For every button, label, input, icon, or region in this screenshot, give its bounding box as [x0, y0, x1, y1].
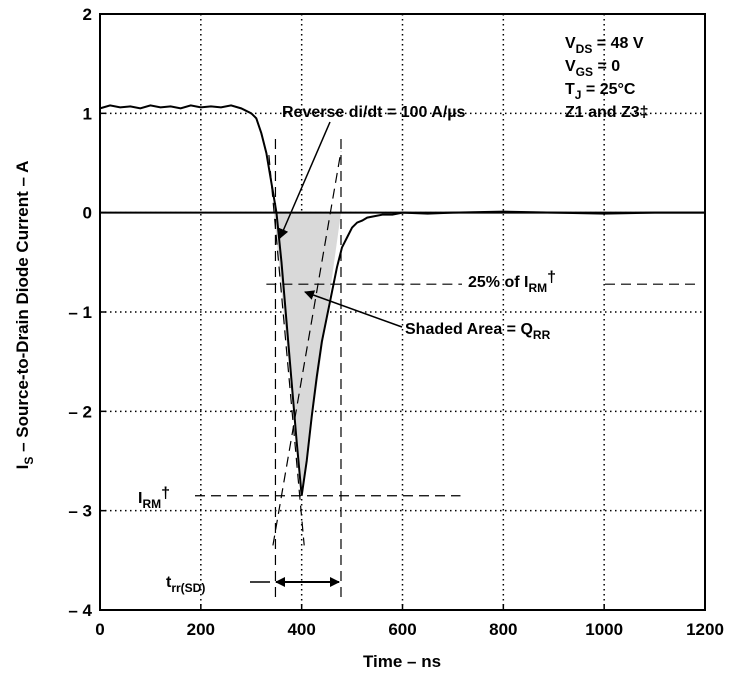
x-tick-label: 1200: [686, 620, 724, 639]
y-tick-label: 2: [83, 5, 92, 24]
annotation-qrr-sub: RR: [533, 328, 551, 342]
y-tick-label: 1: [83, 104, 92, 123]
annotation-vgs-sub: GS: [576, 65, 593, 79]
annotation-vds-main: V: [565, 35, 576, 52]
annotation-vgs: VGS = 0: [565, 58, 620, 79]
annotation-trr: trr(SD): [166, 574, 205, 595]
x-tick-label: 1000: [585, 620, 623, 639]
annotation-tj: TJ = 25°C: [565, 81, 636, 102]
y-tick-label: – 4: [68, 601, 92, 620]
annotation-vds-sub: DS: [576, 42, 593, 56]
y-axis-title: IS – Source-to-Drain Diode Current – A: [13, 161, 36, 470]
annotation-irm: IRM†: [138, 485, 170, 511]
annotation-25pct-post: †: [547, 269, 556, 286]
annotation-z: Z1 and Z3‡: [565, 104, 649, 121]
qrr-arrow: [304, 290, 403, 328]
annotation-tj-main: T: [565, 81, 575, 98]
annotation-trr-main: t: [166, 574, 172, 591]
annotation-irm-sub: RM: [142, 497, 161, 511]
annotation-tj-rest: = 25°C: [581, 81, 635, 98]
didt-slope-line: [268, 154, 305, 546]
y-tick-label: 0: [83, 204, 92, 223]
y-axis-title-main: I: [13, 465, 32, 470]
y-axis-title-rest: – Source-to-Drain Diode Current – A: [13, 161, 32, 457]
ticks: 0 200 400 600 800 1000 1200 2 1 0 – 1 – 2 – 3 – 4: [68, 5, 724, 639]
x-axis-title: Time – ns: [363, 652, 441, 671]
annotation-tj-sub: J: [575, 88, 582, 102]
annotation-25pct-pre: 25% of I: [468, 274, 528, 291]
annotation-vds-rest: = 48 V: [592, 35, 643, 52]
didt-arrow: [278, 121, 331, 239]
x-tick-label: 400: [287, 620, 315, 639]
annotation-25pct-irm: 25% of IRM†: [468, 269, 556, 295]
shaded-area-qrr: [273, 212, 341, 496]
current-trace: [99, 104, 705, 496]
annotation-didt: Reverse di/dt = 100 A/µs: [282, 104, 465, 121]
annotation-irm-post: †: [161, 485, 170, 502]
annotation-irm-main: I: [138, 490, 142, 507]
x-tick-label: 0: [95, 620, 104, 639]
annotation-qrr-pre: Shaded Area = Q: [405, 321, 533, 338]
annotation-25pct-sub: RM: [528, 281, 547, 295]
annotation-vds: VDS = 48 V: [565, 35, 644, 56]
x-tick-label: 600: [388, 620, 416, 639]
annotation-trr-sub: rr(SD): [171, 581, 205, 595]
y-tick-label: – 2: [68, 402, 92, 421]
recovery-slope-line: [272, 150, 342, 546]
reference-lines: [195, 139, 700, 598]
x-tick-label: 800: [489, 620, 517, 639]
y-tick-label: – 3: [68, 502, 92, 521]
annotation-vgs-rest: = 0: [593, 58, 620, 75]
y-tick-label: – 1: [68, 303, 92, 322]
x-tick-label: 200: [187, 620, 215, 639]
annotation-qrr: Shaded Area = QRR: [405, 321, 551, 342]
annotation-vgs-main: V: [565, 58, 576, 75]
y-axis-title-sub: S: [22, 457, 36, 465]
